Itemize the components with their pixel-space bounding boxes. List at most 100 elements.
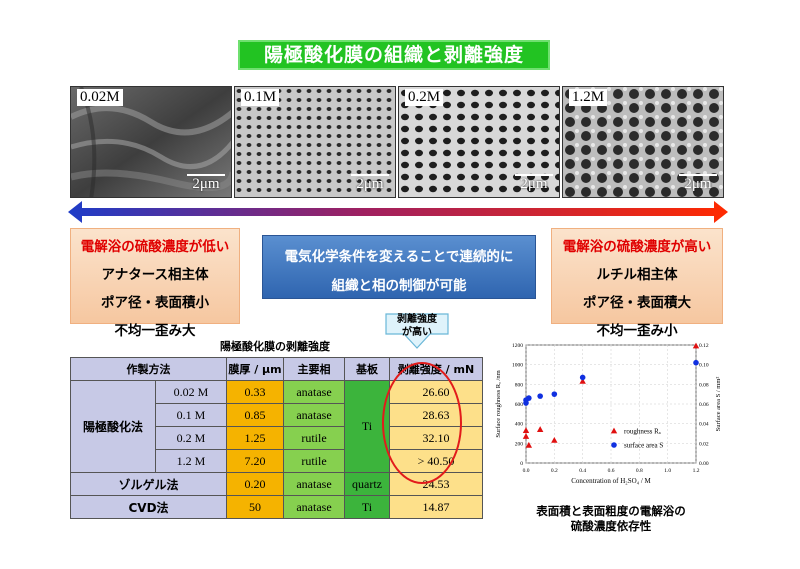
data-point-roughness (522, 427, 530, 433)
strength-cell: 14.87 (389, 495, 483, 519)
phase-cell: anatase (283, 380, 345, 404)
x-tick-label: 1.2 (693, 468, 700, 474)
data-point-surface-area (526, 395, 532, 401)
y-left-tick-label: 200 (515, 441, 524, 447)
data-point-roughness (579, 377, 586, 384)
sem-label: 0.02M (77, 89, 123, 106)
header-substrate: 基板 (344, 357, 390, 381)
substrate-cell: quartz (344, 472, 390, 496)
legend-label: roughness Rₐ (624, 428, 661, 436)
y-left-tick-label: 0 (520, 461, 523, 467)
y-right-tick-label: 0.08 (699, 382, 709, 388)
concentration-gradient-arrow (68, 201, 728, 223)
x-tick-label: 0.4 (579, 468, 586, 474)
data-point-surface-area (693, 359, 699, 366)
sem-image-0.2m: 0.2M 2μm (398, 86, 560, 198)
y-left-tick-label: 1000 (512, 363, 523, 369)
thickness-cell: 1.25 (226, 426, 284, 450)
data-point-roughness (525, 441, 533, 448)
sem-image-0.02m: 0.02M 2μm (70, 86, 232, 198)
legend-label: surface area S (624, 442, 663, 450)
callout-line-1: 剥離強度 (397, 314, 437, 325)
low-concentration-box: 電解浴の硫酸濃度が低い アナタース相主体 ポア径・表面積小 不均一歪み大 (70, 228, 240, 339)
y-left-tick-label: 600 (515, 402, 524, 408)
data-point-roughness (536, 426, 544, 432)
sem-image-0.1m: 0.1M 2μm (234, 86, 396, 198)
sem-label: 0.2M (405, 89, 444, 106)
x-axis-label: Concentration of H₂SO₄ / M (571, 477, 651, 485)
substrate-cell: Ti (344, 495, 390, 519)
y-left-tick-label: 400 (515, 422, 524, 428)
header-phase: 主要相 (283, 357, 345, 381)
strength-cell: 26.60 (389, 380, 483, 404)
roughness-area-chart: 0.0 0.2 0.4 0.6 0.8 1.0 1.2 0 200 400 600 800 1000 12… (495, 342, 722, 485)
x-tick-label: 0.0 (523, 468, 530, 474)
x-tick-label: 1.0 (664, 468, 671, 474)
x-tick-label: 0.6 (608, 468, 615, 474)
thickness-cell: 0.33 (226, 380, 284, 404)
peel-strength-table: 作製方法 膜厚 / μm 主要相 基板 剥離強度 / mN 陽極酸化法 0.02… (70, 357, 483, 519)
concentration-cell: 0.2 M (155, 426, 227, 450)
thickness-cell: 0.20 (226, 472, 284, 496)
phase-cell: anatase (283, 495, 345, 519)
strength-cell: > 40.50 (389, 449, 483, 473)
strength-cell: 28.63 (389, 403, 483, 427)
thickness-cell: 0.85 (226, 403, 284, 427)
high-feature-1: ルチル相主体 (596, 267, 678, 283)
high-feature-2: ポア径・表面積大 (583, 295, 691, 311)
low-feature-3: 不均一歪み大 (114, 323, 196, 339)
phase-cell: anatase (283, 403, 345, 427)
table-title: 陽極酸化膜の剥離強度 (220, 340, 330, 353)
y-left-axis-label: Surface roughness Rₐ /nm (495, 370, 502, 437)
y-right-axis-label: Surface area S / mm² (715, 377, 722, 432)
table-row: 陽極酸化法 0.02 M 0.33 anatase Ti 26.60 (70, 380, 483, 473)
data-point-roughness (551, 436, 558, 443)
high-feature-3: 不均一歪み小 (596, 323, 678, 339)
thickness-cell: 7.20 (226, 449, 284, 473)
thickness-cell: 50 (226, 495, 284, 519)
y-right-tick-label: 0.10 (699, 363, 709, 369)
strength-cell: 24.53 (389, 472, 483, 496)
concentration-cell: 0.1 M (155, 403, 227, 427)
summary-line-2: 組織と相の制御が可能 (331, 278, 467, 294)
anodic-method-label: 陽極酸化法 (70, 380, 156, 473)
low-concentration-headline: 電解浴の硫酸濃度が低い (80, 239, 230, 255)
sem-image-1.2m: 1.2M 2μm (562, 86, 724, 198)
y-right-tick-label: 0.06 (699, 402, 709, 408)
phase-cell: anatase (283, 472, 345, 496)
table-row: ゾルゲル法 0.20 anatase quartz 24.53 (70, 472, 483, 496)
header-method: 作製方法 (70, 357, 227, 381)
table-row: CVD法 50 anatase Ti 14.87 (70, 495, 483, 519)
x-tick-label: 0.2 (551, 468, 558, 474)
scale-bar: 2μm (187, 174, 225, 193)
high-concentration-box: 電解浴の硫酸濃度が高い ルチル相主体 ポア径・表面積大 不均一歪み小 (551, 228, 723, 339)
strength-cell: 32.10 (389, 426, 483, 450)
callout-line-2: が高い (402, 327, 432, 338)
x-tick-label: 0.8 (636, 468, 643, 474)
data-point-roughness (692, 342, 700, 349)
solgel-method-label: ゾルゲル法 (70, 472, 227, 496)
data-point-roughness (522, 433, 530, 439)
summary-line-1: 電気化学条件を変えることで連続的に (284, 249, 514, 265)
y-right-tick-label: 0.04 (699, 422, 709, 428)
y-left-tick-label: 800 (515, 382, 524, 388)
phase-cell: rutile (283, 449, 345, 473)
page-title: 陽極酸化膜の組織と剥離強度 (238, 40, 550, 70)
scale-bar: 2μm (515, 174, 553, 193)
chart-caption: 表面積と表面粗度の電解浴の 硫酸濃度依存性 (496, 504, 726, 534)
scale-bar: 2μm (679, 174, 717, 193)
concentration-cell: 0.02 M (155, 380, 227, 404)
callout-shape (385, 313, 449, 349)
table-row: 0.1 M 0.85 anatase 28.63 (71, 403, 483, 427)
chart-caption-line-2: 硫酸濃度依存性 (570, 519, 652, 533)
control-summary-box: 電気化学条件を変えることで連続的に 組織と相の制御が可能 (262, 235, 536, 299)
y-right-tick-label: 0.12 (699, 343, 709, 349)
sem-label: 0.1M (241, 89, 280, 106)
y-right-tick-label: 0.00 (699, 461, 709, 467)
y-left-tick-label: 1200 (512, 343, 523, 349)
low-feature-1: アナタース相主体 (101, 267, 209, 283)
table-row: 0.2 M 1.25 rutile 32.10 (71, 426, 483, 450)
callout-text: 剥離強度 が高い (384, 313, 450, 339)
concentration-cell: 1.2 M (155, 449, 227, 473)
data-point-surface-area (551, 391, 558, 397)
